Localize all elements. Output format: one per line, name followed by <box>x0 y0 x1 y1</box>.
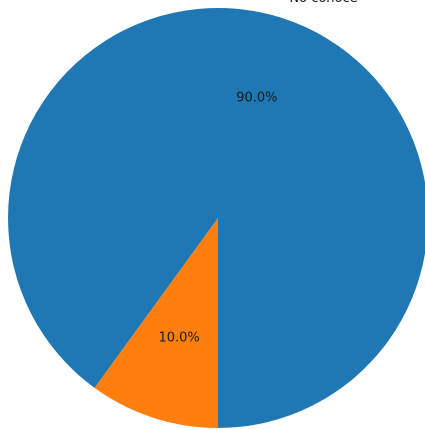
pie-labels: No conoce90.0%Conoce10.0% <box>158 0 357 345</box>
pie-slice-no-conoce <box>8 8 425 428</box>
pie-slice-conoce <box>94 218 218 428</box>
pie-slices <box>8 8 425 428</box>
pct-label-no-conoce: 90.0% <box>236 91 277 106</box>
pct-label-conoce: 10.0% <box>158 330 199 345</box>
slice-label-no-conoce: No conoce <box>289 0 357 6</box>
